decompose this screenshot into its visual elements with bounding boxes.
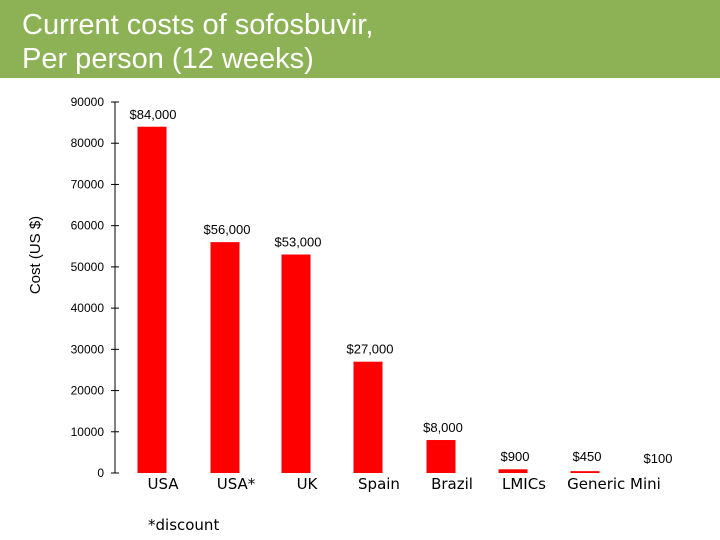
data-label: $100 <box>644 451 673 466</box>
category-label: USA <box>147 475 179 493</box>
bar <box>210 242 240 473</box>
category-label: Brazil <box>431 475 473 493</box>
bar <box>570 471 600 473</box>
bar <box>137 126 167 473</box>
y-tick-label: 60000 <box>71 219 105 233</box>
chart-title: Current costs of sofosbuvir, Per person … <box>22 9 374 75</box>
title-banner: Current costs of sofosbuvir, Per person … <box>0 0 720 78</box>
data-label: $450 <box>573 449 602 464</box>
y-tick-label: 80000 <box>71 136 105 150</box>
data-label: $53,000 <box>275 235 322 250</box>
y-tick-label: 70000 <box>71 177 105 191</box>
y-tick-label: 90000 <box>71 95 105 109</box>
category-label: LMICs <box>502 475 546 493</box>
y-axis-label: Cost (US $) <box>27 216 44 294</box>
y-tick-label: 10000 <box>71 425 105 439</box>
y-tick-label: 30000 <box>71 342 105 356</box>
data-label: $8,000 <box>423 420 463 435</box>
category-label: Generic Mini <box>567 475 661 493</box>
data-label: $27,000 <box>347 342 394 357</box>
y-tick-label: 0 <box>97 466 104 480</box>
y-tick-label: 20000 <box>71 384 105 398</box>
bar <box>281 254 311 473</box>
bar <box>498 469 528 473</box>
data-label: $56,000 <box>204 222 251 237</box>
footnote: *discount <box>148 516 220 534</box>
data-label: $900 <box>501 449 530 464</box>
y-tick-label: 40000 <box>71 301 105 315</box>
bar <box>426 440 456 473</box>
y-tick-label: 50000 <box>71 260 105 274</box>
bar <box>353 361 383 473</box>
category-label: UK <box>297 475 319 493</box>
data-label: $84,000 <box>130 107 177 122</box>
category-label: Spain <box>358 475 400 493</box>
category-label: USA* <box>217 475 256 493</box>
